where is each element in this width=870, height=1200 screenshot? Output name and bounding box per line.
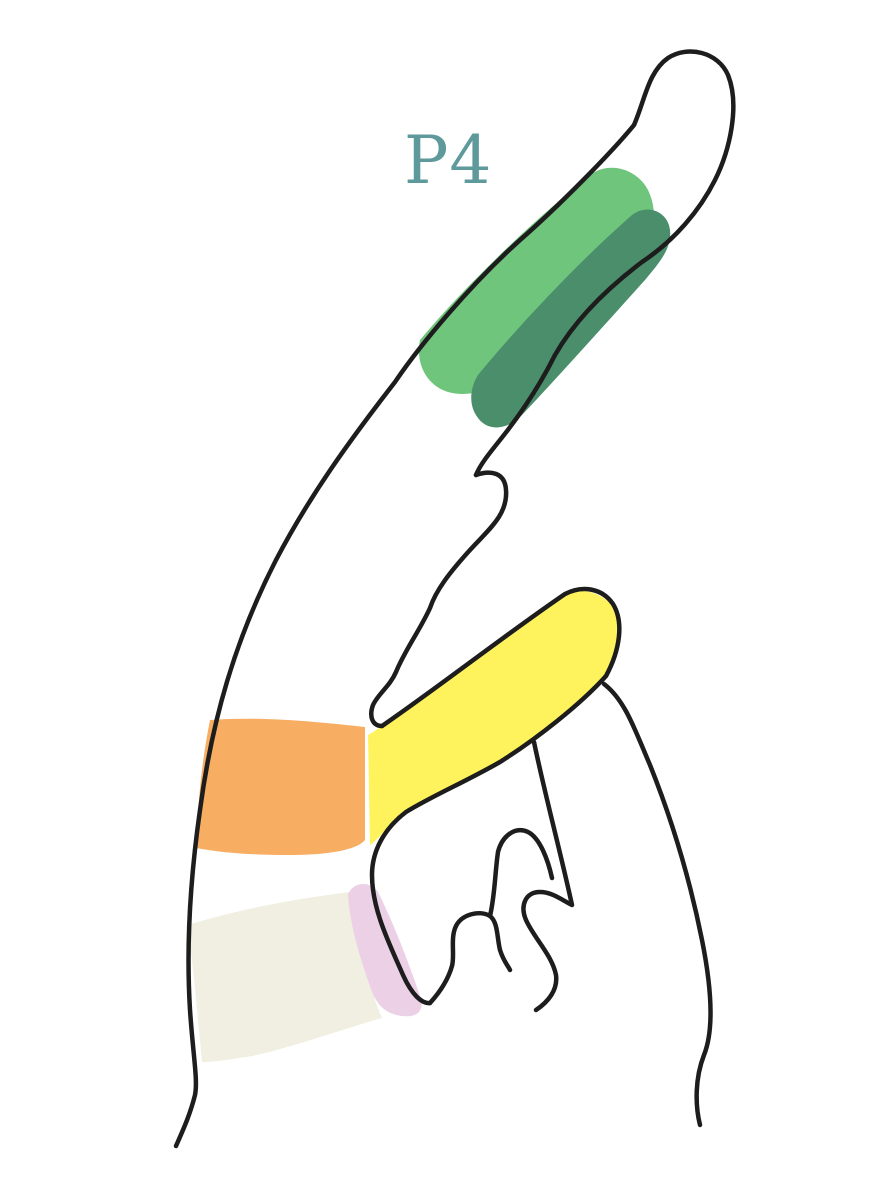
notch-outline-line — [369, 470, 509, 729]
orange-region — [196, 718, 365, 855]
stage-label: P4 — [404, 122, 493, 199]
light-green-region — [418, 167, 654, 394]
right-contour-line — [601, 681, 713, 1128]
outline-group — [173, 49, 736, 1149]
pink-region — [348, 884, 422, 1017]
upper-contour-line — [173, 122, 637, 1149]
curl-loop-line — [521, 739, 575, 1013]
yellow-element-outline-line — [369, 586, 622, 1006]
tip-outline-line — [473, 49, 736, 478]
dark-green-region — [471, 209, 671, 428]
curl-outline-line — [427, 911, 513, 1006]
curl-inner-line — [487, 828, 555, 919]
yellow-region — [368, 591, 620, 845]
beige-region — [188, 892, 382, 1062]
